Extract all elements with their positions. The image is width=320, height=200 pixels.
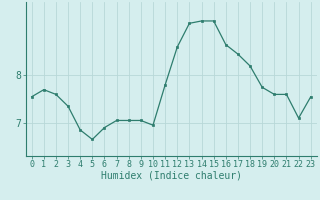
X-axis label: Humidex (Indice chaleur): Humidex (Indice chaleur) xyxy=(101,171,242,181)
